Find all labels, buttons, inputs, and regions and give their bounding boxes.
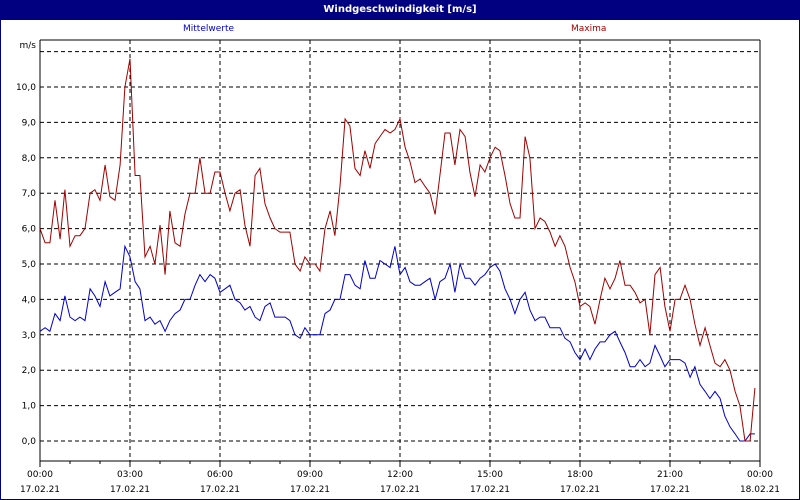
series-max-line (39, 58, 756, 442)
x-tick-time: 03:00 (117, 470, 143, 480)
y-tick-label: 3,0 (22, 331, 37, 341)
x-tick-time: 21:00 (657, 470, 683, 480)
x-tick-time: 12:00 (387, 470, 413, 480)
x-tick-date: 17.02.21 (110, 485, 150, 495)
x-tick-time: 06:00 (207, 470, 233, 480)
y-tick-label: 9,0 (22, 118, 37, 128)
y-tick-label: 1,0 (22, 402, 37, 412)
legend-mean: Mittelwerte (183, 24, 235, 34)
y-axis-labels: m/s 0,0 1,0 2,0 3,0 4,0 5,0 6,0 7,0 8,0 9,0 10,0 (16, 41, 36, 447)
x-tick-date: 18.02.21 (740, 485, 780, 495)
y-tick-label: 8,0 (22, 154, 37, 164)
x-tick-date: 17.02.21 (200, 485, 240, 495)
y-tick-label: 0,0 (22, 437, 37, 447)
x-tick-date: 17.02.21 (650, 485, 690, 495)
x-tick-time: 18:00 (567, 470, 593, 480)
y-tick-label: 5,0 (22, 260, 37, 270)
y-tick-label: 7,0 (22, 189, 37, 199)
x-tick-time: 00:00 (747, 470, 773, 480)
series-mean-line (39, 244, 755, 442)
legend-max: Maxima (571, 24, 607, 34)
x-tick-date: 17.02.21 (20, 485, 60, 495)
x-tick-time: 09:00 (297, 470, 323, 480)
x-tick-time: 00:00 (27, 470, 53, 480)
y-tick-label: 6,0 (22, 225, 37, 235)
axes (39, 39, 761, 467)
y-axis-unit: m/s (20, 41, 37, 51)
chart-title: Windgeschwindigkeit [m/s] (0, 0, 800, 20)
y-tick-label: 10,0 (16, 83, 36, 93)
x-tick-date: 17.02.21 (560, 485, 600, 495)
x-tick-time: 15:00 (477, 470, 503, 480)
y-tick-label: 4,0 (22, 295, 37, 305)
x-tick-date: 17.02.21 (470, 485, 510, 495)
y-tick-label: 2,0 (22, 366, 37, 376)
x-tick-date: 17.02.21 (380, 485, 420, 495)
x-axis-labels: 00:00 17.02.21 03:00 17.02.21 06:00 17.02.21 0… (20, 470, 780, 495)
x-tick-date: 17.02.21 (290, 485, 330, 495)
